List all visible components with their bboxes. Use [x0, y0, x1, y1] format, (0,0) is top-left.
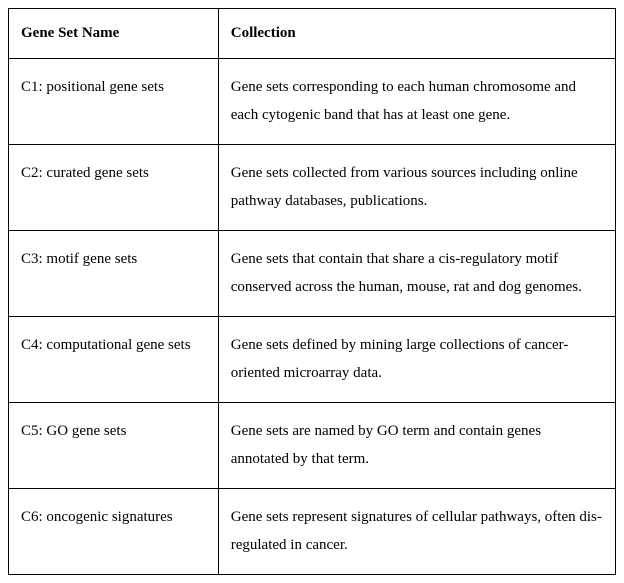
- table-row: C4: computational gene sets Gene sets de…: [9, 316, 616, 402]
- cell-gene-set-name: C6: oncogenic signatures: [9, 488, 219, 574]
- gene-set-table: Gene Set Name Collection C1: positional …: [8, 8, 616, 575]
- header-gene-set-name: Gene Set Name: [9, 9, 219, 59]
- cell-gene-set-name: C2: curated gene sets: [9, 144, 219, 230]
- table-row: C3: motif gene sets Gene sets that conta…: [9, 230, 616, 316]
- table-row: C6: oncogenic signatures Gene sets repre…: [9, 488, 616, 574]
- cell-collection: Gene sets corresponding to each human ch…: [218, 58, 615, 144]
- cell-gene-set-name: C1: positional gene sets: [9, 58, 219, 144]
- cell-collection: Gene sets collected from various sources…: [218, 144, 615, 230]
- cell-collection: Gene sets are named by GO term and conta…: [218, 402, 615, 488]
- table-header-row: Gene Set Name Collection: [9, 9, 616, 59]
- cell-collection: Gene sets represent signatures of cellul…: [218, 488, 615, 574]
- table-row: C5: GO gene sets Gene sets are named by …: [9, 402, 616, 488]
- table-row: C2: curated gene sets Gene sets collecte…: [9, 144, 616, 230]
- cell-gene-set-name: C3: motif gene sets: [9, 230, 219, 316]
- cell-gene-set-name: C5: GO gene sets: [9, 402, 219, 488]
- cell-collection: Gene sets defined by mining large collec…: [218, 316, 615, 402]
- header-collection: Collection: [218, 9, 615, 59]
- cell-gene-set-name: C4: computational gene sets: [9, 316, 219, 402]
- table-row: C1: positional gene sets Gene sets corre…: [9, 58, 616, 144]
- cell-collection: Gene sets that contain that share a cis-…: [218, 230, 615, 316]
